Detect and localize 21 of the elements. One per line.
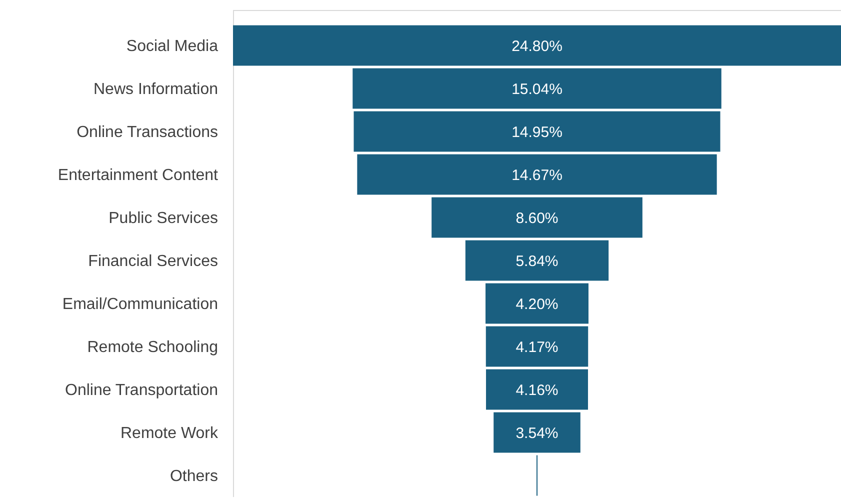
category-label: Email/Communication <box>62 296 218 314</box>
category-label: Social Media <box>126 38 218 56</box>
category-label: Public Services <box>108 210 218 228</box>
data-label: 8.60% <box>516 210 558 227</box>
data-label: 4.17% <box>516 338 558 356</box>
category-label: Remote Schooling <box>87 339 218 356</box>
data-label: 15.04% <box>512 80 562 98</box>
data-label: 4.20% <box>516 296 558 313</box>
data-label: 14.67% <box>512 166 562 184</box>
category-label: News Information <box>94 81 218 98</box>
data-label: 3.54% <box>516 424 558 442</box>
data-label: 14.95% <box>512 124 562 141</box>
category-label: Online Transactions <box>76 124 218 142</box>
data-label: 5.84% <box>516 252 558 270</box>
category-label: Financial Services <box>88 253 218 270</box>
category-label: Entertainment Content <box>58 167 219 184</box>
category-label: Remote Work <box>120 425 219 442</box>
data-label: 4.16% <box>516 382 558 399</box>
category-label: Others <box>170 468 218 486</box>
data-label: 24.80% <box>512 38 562 55</box>
category-label: Online Transportation <box>65 382 218 400</box>
